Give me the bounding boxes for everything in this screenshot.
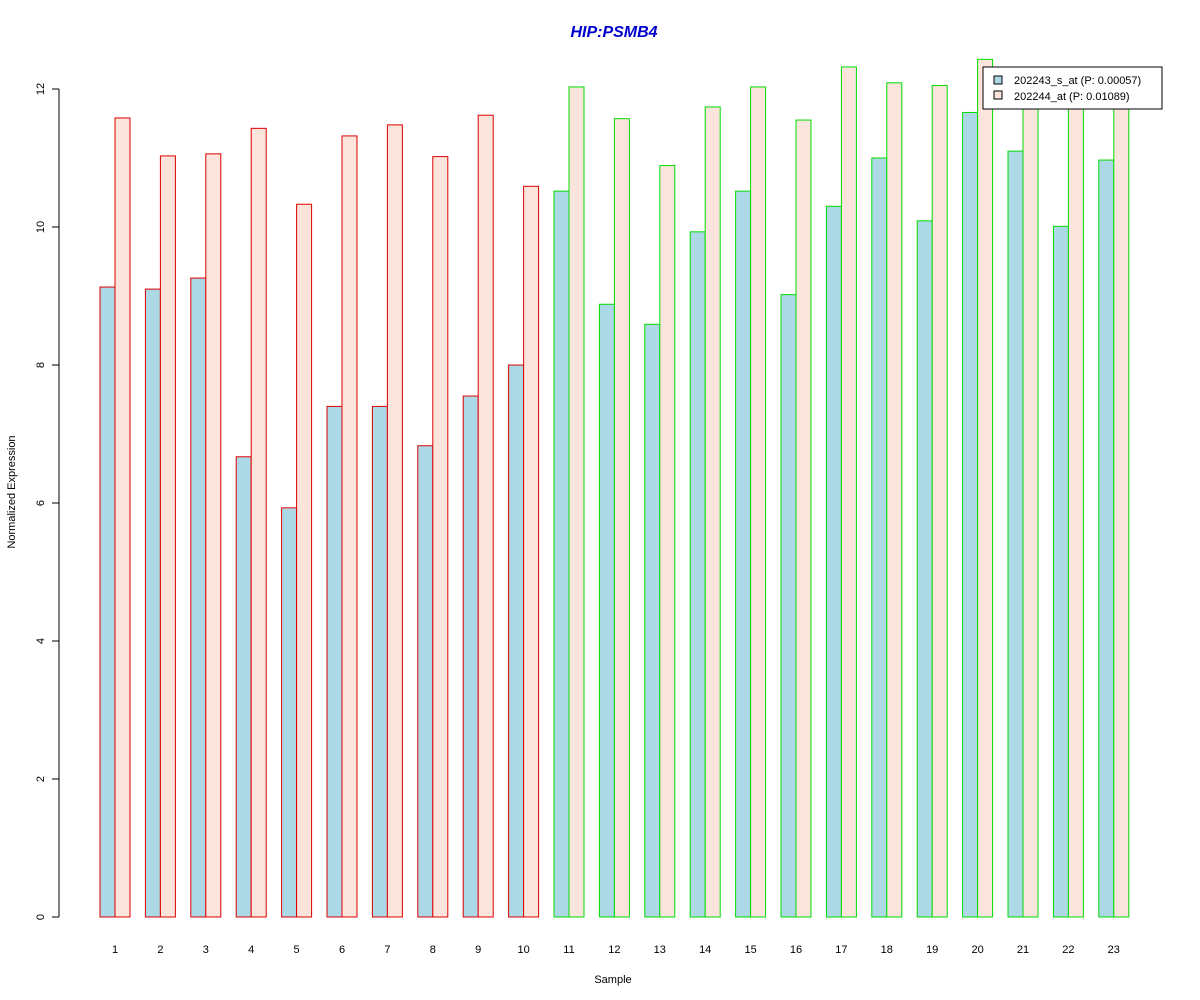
bar-series-1-sample-7 — [371, 405, 388, 918]
bar-series-2-sample-1 — [114, 117, 131, 918]
x-tick-label: 12 — [608, 944, 620, 956]
bar-series-1-sample-5 — [281, 507, 298, 918]
x-axis-label: Sample — [594, 974, 631, 986]
x-tick-label: 11 — [563, 944, 574, 956]
axes: 0 2 4 6 8 10 12 — [35, 83, 60, 920]
bar-series-2-sample-14 — [704, 106, 721, 918]
y-tick-label: 2 — [35, 776, 47, 782]
bar-series-2-sample-2 — [159, 155, 176, 918]
legend-label-series-1: 202243_s_at (P: 0.00057) — [1014, 75, 1141, 87]
bar-series-2-sample-21 — [1022, 106, 1039, 918]
x-tick-labels: 1 2 3 4 5 6 7 8 9 10 11 12 13 14 15 16 17 18 19 20 21 22 23 — [112, 944, 1120, 956]
x-tick-label: 2 — [157, 944, 163, 956]
bar-series-1-sample-19 — [916, 220, 933, 918]
bar-series-1-sample-1 — [99, 286, 116, 918]
bar-series-2-sample-5 — [296, 203, 313, 918]
legend-box — [982, 66, 1163, 110]
bar-series-2-sample-20 — [977, 58, 994, 918]
legend-swatch-series-2 — [993, 90, 1003, 100]
x-tick-label: 22 — [1062, 944, 1074, 956]
x-tick-label: 4 — [248, 944, 254, 956]
y-tick-label: 6 — [35, 500, 47, 506]
bar-series-1-sample-2 — [144, 288, 161, 918]
bar-series-2-sample-4 — [250, 127, 267, 918]
x-tick-label: 10 — [517, 944, 529, 956]
x-tick-label: 7 — [384, 944, 390, 956]
bar-series-2-sample-16 — [795, 119, 812, 918]
x-tick-label: 19 — [926, 944, 938, 956]
bar-series-1-sample-10 — [508, 364, 525, 918]
y-tick-label: 0 — [35, 914, 47, 920]
bar-series-1-sample-17 — [825, 205, 842, 918]
legend-label-series-2: 202244_at (P: 0.01089) — [1014, 91, 1130, 103]
x-tick-label: 16 — [790, 944, 802, 956]
y-tick-label: 10 — [35, 221, 47, 233]
x-tick-label: 23 — [1108, 944, 1120, 956]
bar-series-1-sample-20 — [962, 111, 979, 918]
x-tick-label: 15 — [744, 944, 756, 956]
x-tick-label: 18 — [881, 944, 893, 956]
bar-series-2-sample-6 — [341, 135, 358, 918]
x-tick-label: 20 — [971, 944, 983, 956]
y-tick-label: 8 — [35, 362, 47, 368]
x-tick-label: 6 — [339, 944, 345, 956]
x-tick-label: 13 — [654, 944, 666, 956]
bar-series-2-sample-8 — [432, 156, 449, 918]
bar-series-1-sample-16 — [780, 294, 797, 918]
x-tick-label: 14 — [699, 944, 711, 956]
x-tick-label: 3 — [203, 944, 209, 956]
x-tick-label: 21 — [1017, 944, 1029, 956]
bar-series-1-sample-14 — [689, 231, 706, 918]
chart-title: HIP:PSMB4 — [570, 24, 657, 41]
legend: 202243_s_at (P: 0.00057) 202244_at (P: 0… — [982, 66, 1163, 110]
bar-series-2-sample-17 — [840, 66, 857, 918]
x-tick-label: 17 — [835, 944, 847, 956]
bar-series-2-sample-11 — [568, 86, 585, 918]
bar-series-2-sample-7 — [386, 124, 403, 918]
x-tick-label: 1 — [112, 944, 118, 956]
bar-series-1-sample-4 — [235, 456, 252, 918]
bar-series-2-sample-15 — [750, 86, 767, 918]
bar-series-2-sample-13 — [659, 165, 676, 918]
bar-series-1-sample-18 — [871, 157, 888, 918]
bar-series-1-sample-3 — [190, 277, 207, 918]
bar-series-1-sample-22 — [1052, 225, 1069, 918]
bar-series-2-sample-10 — [523, 185, 540, 918]
bar-series-2-sample-18 — [886, 82, 903, 918]
x-tick-label: 8 — [430, 944, 436, 956]
bar-series-1-sample-15 — [735, 190, 752, 918]
bar-series-1-sample-12 — [598, 303, 615, 918]
bar-series-1-sample-21 — [1007, 150, 1024, 918]
bar-series-2-sample-23 — [1113, 106, 1130, 918]
y-tick-label: 4 — [35, 638, 47, 644]
x-tick-label: 5 — [294, 944, 300, 956]
y-axis-label: Normalized Expression — [6, 435, 18, 548]
x-tick-label: 9 — [475, 944, 481, 956]
bar-series-1-sample-8 — [417, 445, 434, 918]
bar-series-1-sample-6 — [326, 405, 343, 918]
bar-series-2-sample-3 — [205, 153, 222, 918]
bar-series-1-sample-11 — [553, 190, 570, 918]
bar-series-2-sample-19 — [931, 85, 948, 918]
bar-series-2-sample-12 — [613, 118, 630, 918]
y-tick-label: 12 — [35, 83, 47, 95]
bar-series-1-sample-23 — [1098, 159, 1115, 918]
bar-series-1-sample-9 — [462, 395, 479, 918]
legend-swatch-series-1 — [993, 75, 1003, 85]
bars — [99, 58, 1130, 918]
bar-series-1-sample-13 — [644, 323, 661, 918]
bar-series-2-sample-9 — [477, 114, 494, 918]
bar-series-2-sample-22 — [1067, 106, 1084, 918]
